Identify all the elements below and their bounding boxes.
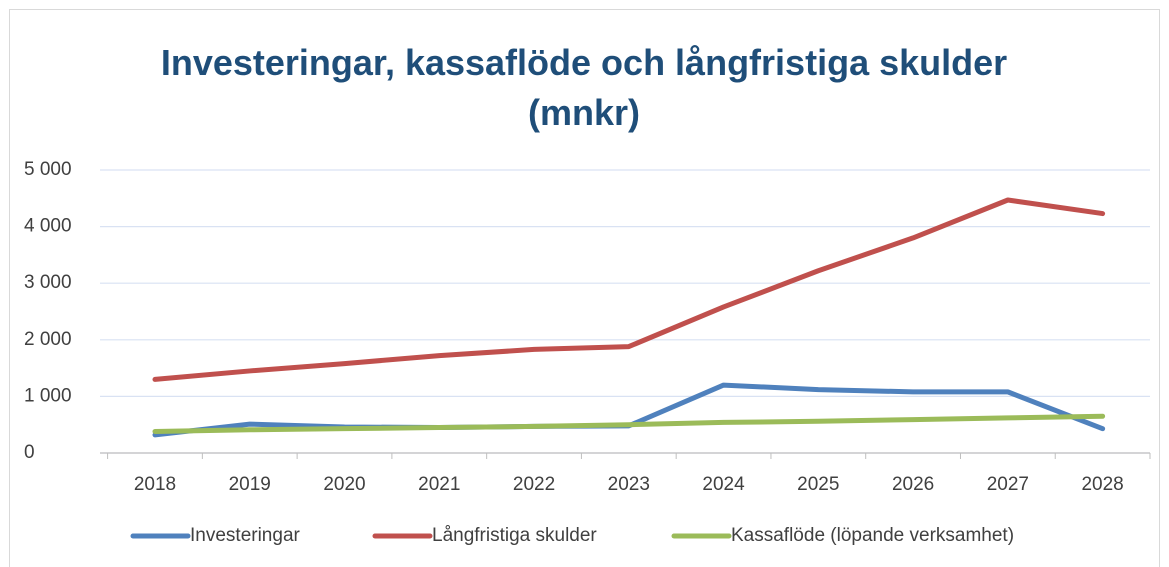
legend-label: Investeringar xyxy=(190,525,301,546)
chart-title: Investeringar, kassaflöde och långfristi… xyxy=(160,42,1008,133)
x-tick-label: 2027 xyxy=(987,474,1029,495)
y-tick-label: 1 000 xyxy=(24,385,72,406)
x-tick-label: 2020 xyxy=(323,474,365,495)
x-tick-label: 2028 xyxy=(1081,474,1123,495)
legend-label: Långfristiga skulder xyxy=(432,525,597,546)
x-tick-label: 2021 xyxy=(418,474,460,495)
y-tick-label: 2 000 xyxy=(24,329,72,350)
x-tick-label: 2019 xyxy=(229,474,271,495)
chart-border xyxy=(9,9,1160,567)
y-tick-label: 0 xyxy=(24,442,35,463)
x-tick-label: 2026 xyxy=(892,474,934,495)
line-series xyxy=(152,413,1106,434)
x-tick-label: 2025 xyxy=(797,474,839,495)
y-tick-label: 3 000 xyxy=(24,272,72,293)
legend-label: Kassaflöde (löpande verksamhet) xyxy=(731,525,1014,546)
x-tick-label: 2024 xyxy=(702,474,745,495)
y-tick-label: 4 000 xyxy=(24,216,72,237)
y-tick-label: 5 000 xyxy=(24,159,72,180)
x-tick-label: 2022 xyxy=(513,474,555,495)
x-tick-label: 2018 xyxy=(134,474,176,495)
x-tick-label: 2023 xyxy=(608,474,650,495)
line-series xyxy=(152,197,1106,382)
